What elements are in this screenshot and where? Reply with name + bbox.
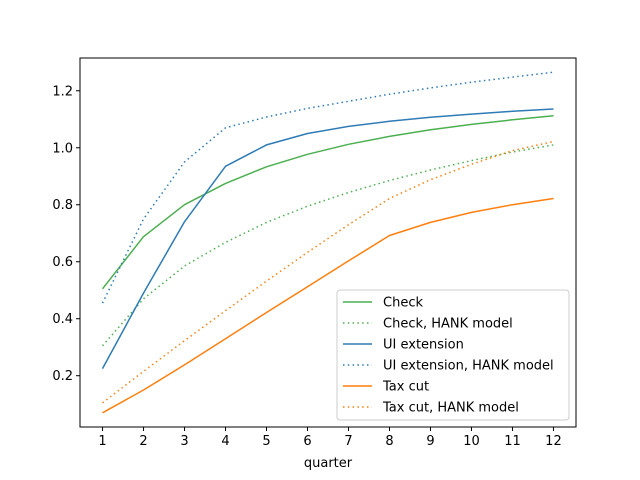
x-tick-label-5: 5 [262,434,270,449]
x-tick-label-1: 1 [98,434,106,449]
y-tick-label-6: 1.2 [52,84,73,99]
legend: Check Check, HANK model UI extension UI ext… [336,289,570,421]
legend-label-4: UI extension, HANK model [383,359,554,374]
y-tick-label-5: 1.0 [52,141,73,156]
x-tick-label-8: 8 [385,434,393,449]
x-tick-label-11: 11 [504,434,521,449]
y-tick-label-2: 0.4 [52,312,73,327]
x-tick-label-6: 6 [303,434,311,449]
x-tick-label-2: 2 [139,434,147,449]
legend-label-5: Tax cut [382,380,429,395]
plot-frame [79,57,577,428]
y-axis: 0.2 0.4 0.6 0.8 1.0 1.2 [52,84,80,384]
x-tick-label-10: 10 [463,434,480,449]
series-line-1 [101,115,554,290]
series-line-6 [102,140,554,404]
legend-frame [336,289,570,421]
series-line-5 [102,197,554,414]
x-axis: 1 2 3 4 5 6 7 8 9 10 11 12 [98,427,562,449]
y-tick-label-1: 0.2 [52,369,73,384]
x-tick-label-9: 9 [426,434,434,449]
legend-label-3: UI extension [383,338,464,353]
series-line-2 [101,144,554,347]
legend-label-6: Tax cut, HANK model [382,401,519,416]
x-tick-label-7: 7 [344,434,352,449]
series-line-4 [101,71,554,304]
legend-label-1: Check [383,296,423,311]
series-line-3 [101,108,554,369]
y-tick-label-4: 0.8 [52,198,73,213]
x-tick-label-3: 3 [180,434,188,449]
y-tick-label-3: 0.6 [52,255,73,270]
legend-label-2: Check, HANK model [383,317,513,332]
series-layer [101,71,554,414]
x-tick-label-4: 4 [221,434,229,449]
x-axis-label: quarter [304,456,353,471]
x-tick-label-12: 12 [545,434,562,449]
